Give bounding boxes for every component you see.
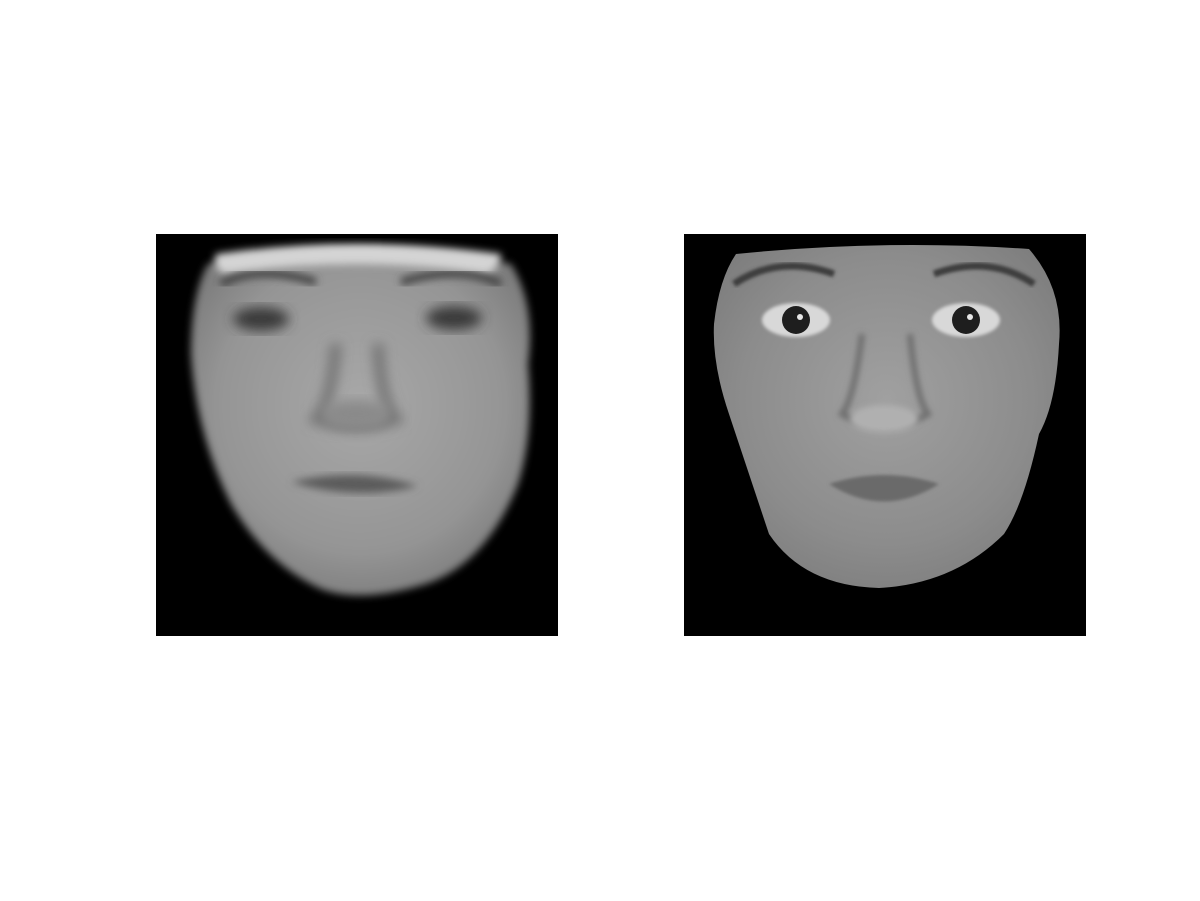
left-face-image <box>156 234 558 636</box>
right-face-panel <box>684 234 1086 636</box>
left-face-panel <box>156 234 558 636</box>
left-eye <box>782 306 810 334</box>
forehead-highlight <box>214 244 501 274</box>
right-eye <box>952 306 980 334</box>
left-eye <box>233 307 289 331</box>
right-eye <box>426 306 482 330</box>
mouth <box>291 474 418 494</box>
right-face-image <box>684 234 1086 636</box>
mouth <box>829 475 939 502</box>
